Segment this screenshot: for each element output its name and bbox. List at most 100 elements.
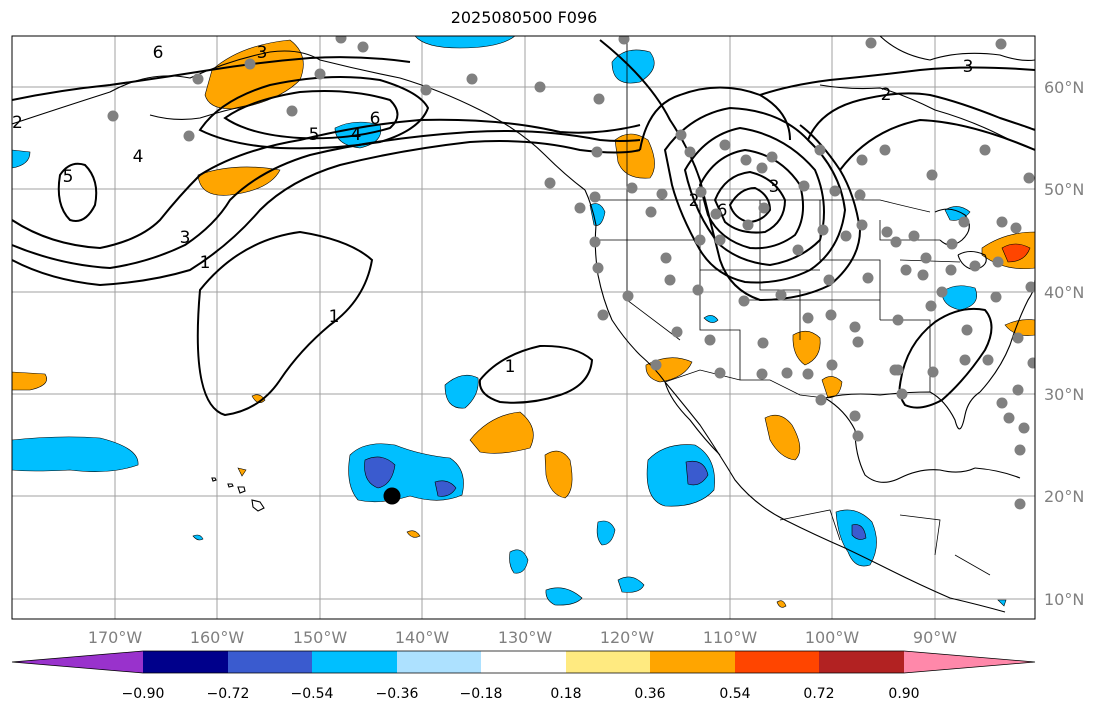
- blue-region: [192, 534, 204, 541]
- station-dot: [684, 146, 696, 158]
- station-dot: [802, 312, 814, 324]
- station-dot: [927, 366, 939, 378]
- station-dot: [1012, 384, 1024, 396]
- contour-label-group: 3 3 2 1 1 1 5 6 4 3 6 2 5 4 3 2 6: [12, 43, 973, 377]
- lat-label: 10°N: [1044, 590, 1084, 609]
- station-dot: [544, 177, 556, 189]
- station-dot: [650, 359, 662, 371]
- station-dot: [314, 68, 326, 80]
- colorbar-segment: [566, 651, 650, 673]
- colorbar-label: 0.72: [803, 686, 834, 702]
- blue-region: [509, 549, 529, 574]
- darkblue-region: [685, 461, 709, 486]
- station-dot: [622, 290, 634, 302]
- contour-label: 1: [200, 253, 211, 273]
- contour-label: 6: [153, 43, 164, 63]
- station-dot: [1025, 281, 1035, 293]
- station-dot: [1010, 222, 1022, 234]
- station-dot: [982, 354, 994, 366]
- colorbar-segment: [735, 651, 819, 673]
- station-dot: [817, 224, 829, 236]
- station-dot: [694, 234, 706, 246]
- lon-label: 90°W: [913, 628, 957, 647]
- station-dot: [879, 144, 891, 156]
- lat-label: 50°N: [1044, 180, 1084, 199]
- station-dot: [740, 154, 752, 166]
- station-dot: [979, 144, 991, 156]
- station-dot: [766, 151, 778, 163]
- lon-label: 130°W: [498, 628, 553, 647]
- colorbar-segment: [312, 651, 397, 673]
- orange-region: [469, 411, 534, 454]
- contour-label: 6: [370, 109, 381, 129]
- station-dot: [710, 208, 722, 220]
- station-dot: [1003, 412, 1015, 424]
- station-dot: [840, 230, 852, 242]
- station-markers: [107, 36, 1035, 510]
- colorbar-label: 0.18: [550, 686, 581, 702]
- orange-region: [764, 414, 801, 461]
- station-dot: [908, 230, 920, 242]
- station-dot: [995, 38, 1007, 50]
- station-dot: [792, 244, 804, 256]
- station-dot: [815, 394, 827, 406]
- station-dot: [849, 410, 861, 422]
- station-dot: [990, 291, 1002, 303]
- contour-label: 5: [63, 167, 74, 187]
- lon-label: 120°W: [600, 628, 655, 647]
- orange-region: [614, 133, 655, 179]
- station-dot: [756, 162, 768, 174]
- station-dot: [335, 36, 347, 44]
- orange-region: [197, 166, 281, 196]
- station-dot: [781, 367, 793, 379]
- lon-label: 170°W: [88, 628, 143, 647]
- station-dot: [618, 36, 630, 45]
- contour-label: 6: [717, 201, 728, 221]
- station-dot: [574, 202, 586, 214]
- colorbar-label: −0.90: [122, 686, 165, 702]
- station-dot: [592, 262, 604, 274]
- lon-axis-labels: 170°W 160°W 150°W 140°W 130°W 120°W 110°…: [88, 628, 957, 647]
- colorbar: [11, 650, 1036, 674]
- location-marker: [383, 487, 401, 505]
- station-dot: [823, 274, 835, 286]
- orange-region: [776, 600, 787, 608]
- colorbar-segment: [904, 651, 1035, 673]
- station-dot: [881, 226, 893, 238]
- station-dot: [1027, 357, 1035, 369]
- station-dot: [286, 105, 298, 117]
- blue-region: [941, 285, 977, 311]
- station-dot: [357, 41, 369, 53]
- station-dot: [714, 367, 726, 379]
- blue-region: [997, 599, 1007, 607]
- colorbar-label: −0.18: [460, 686, 503, 702]
- colorbar-segment: [481, 651, 566, 673]
- lon-label: 110°W: [703, 628, 758, 647]
- lat-lon-grid: [12, 36, 1035, 619]
- contour-label: 2: [881, 85, 892, 105]
- station-dot: [917, 269, 929, 281]
- station-dot: [926, 169, 938, 181]
- station-dot: [969, 260, 981, 272]
- station-dot: [890, 236, 902, 248]
- colorbar-label: 0.90: [888, 686, 919, 702]
- contour-label: 3: [180, 228, 191, 248]
- orange-region: [544, 450, 573, 499]
- station-dot: [852, 430, 864, 442]
- blue-region: [444, 374, 479, 409]
- colorbar-label: 0.54: [719, 686, 750, 702]
- colorbar-label: −0.72: [207, 686, 250, 702]
- station-dot: [959, 354, 971, 366]
- station-dot: [865, 37, 877, 49]
- station-dot: [852, 336, 864, 348]
- borders: [594, 36, 991, 576]
- station-dot: [814, 144, 826, 156]
- colorbar-segment: [819, 651, 904, 673]
- station-dot: [589, 191, 601, 203]
- station-dot: [1014, 444, 1026, 456]
- contour-label: 2: [12, 113, 23, 133]
- lon-label: 160°W: [190, 628, 245, 647]
- plot-frame: [11, 35, 1036, 620]
- station-dot: [758, 202, 770, 214]
- colorbar-label: −0.36: [376, 686, 419, 702]
